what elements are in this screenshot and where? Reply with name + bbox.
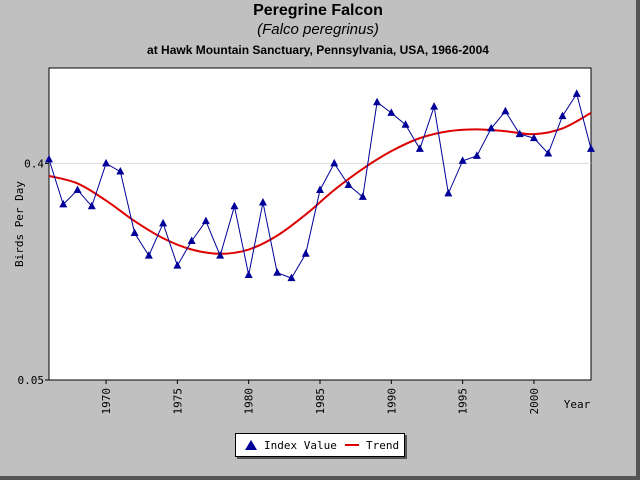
data-point-2003 <box>572 89 581 97</box>
legend-label-index: Index Value <box>264 438 337 452</box>
data-point-1999 <box>515 129 524 138</box>
data-point-1977 <box>201 216 210 225</box>
legend-item-trend: Trend <box>344 437 399 453</box>
trend-line <box>48 111 592 255</box>
data-point-1987 <box>344 180 353 189</box>
data-point-2004 <box>587 144 595 152</box>
x-tick-label: 1990 <box>385 388 398 415</box>
data-point-1975 <box>173 261 182 269</box>
data-point-1986 <box>330 158 339 167</box>
data-point-1985 <box>316 185 324 193</box>
x-tick-label: 1975 <box>171 388 184 415</box>
legend: Index Value Trend <box>235 433 405 457</box>
plot-area <box>48 67 592 381</box>
data-point-1991 <box>401 120 410 128</box>
data-point-1998 <box>501 106 510 115</box>
x-tick-label: 1970 <box>100 388 113 415</box>
data-point-1971 <box>116 167 125 175</box>
data-point-1996 <box>472 151 481 159</box>
chart-location-subtitle: at Hawk Mountain Sanctuary, Pennsylvania… <box>147 43 489 57</box>
data-point-2001 <box>544 149 553 157</box>
legend-label-trend: Trend <box>366 438 400 452</box>
y-tick-label: 0.05 <box>18 374 45 387</box>
y-axis-label: Birds Per Day <box>13 181 26 267</box>
data-point-1972 <box>130 228 139 237</box>
data-point-1979 <box>230 201 239 210</box>
x-tick-label: 2000 <box>528 388 541 415</box>
triangle-marker-icon <box>245 440 257 450</box>
trend-line-icon <box>345 444 359 446</box>
data-point-1969 <box>87 201 96 210</box>
data-point-2000 <box>529 133 538 142</box>
data-point-2002 <box>558 111 567 120</box>
data-point-1967 <box>59 199 68 208</box>
data-point-1994 <box>444 188 453 197</box>
data-point-1980 <box>244 270 253 279</box>
data-point-1970 <box>102 158 111 167</box>
data-point-1995 <box>458 156 467 164</box>
data-point-1974 <box>159 218 168 227</box>
data-point-1982 <box>273 268 282 276</box>
y-tick-label: 0.4 <box>24 157 44 170</box>
data-point-1973 <box>144 251 153 259</box>
data-point-1968 <box>73 185 82 193</box>
x-tick-label: 1985 <box>314 388 327 415</box>
data-point-1990 <box>387 108 396 116</box>
x-tick-label: 1980 <box>243 388 256 415</box>
data-point-1983 <box>287 273 296 282</box>
data-point-1981 <box>258 197 267 206</box>
legend-item-index: Index Value <box>244 437 337 453</box>
data-point-1978 <box>216 251 225 259</box>
x-tick-label: 1995 <box>457 388 470 415</box>
data-point-1976 <box>187 236 196 244</box>
data-point-1966 <box>45 154 53 163</box>
data-point-1993 <box>430 102 439 110</box>
chart-subtitle: (Falco peregrinus) <box>257 21 379 38</box>
data-point-1997 <box>487 123 496 132</box>
x-axis-label: Year <box>564 398 591 411</box>
data-point-1988 <box>358 192 367 200</box>
data-point-1992 <box>415 144 424 152</box>
data-point-1984 <box>301 249 310 257</box>
chart-title: Peregrine Falcon <box>253 2 383 19</box>
data-point-1989 <box>373 97 382 106</box>
